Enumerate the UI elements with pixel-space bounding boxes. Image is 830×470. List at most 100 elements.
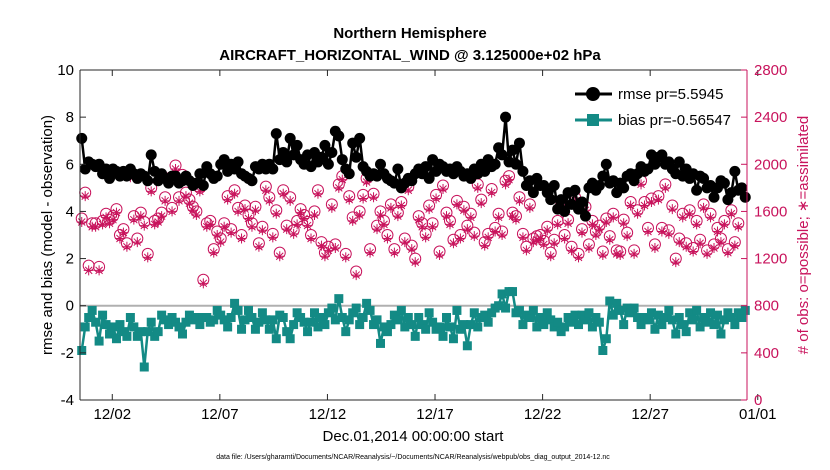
assimilated-obs-point: [347, 215, 358, 226]
assimilated-obs-point: [302, 220, 313, 231]
assimilated-obs-point: [563, 218, 574, 229]
assimilated-obs-point: [180, 191, 191, 202]
assimilated-obs-point: [549, 238, 560, 249]
assimilated-obs-layer: [76, 164, 744, 289]
assimilated-obs-point: [295, 207, 306, 218]
bias-point: [362, 298, 372, 308]
bias-point: [532, 322, 542, 332]
assimilated-obs-point: [170, 164, 181, 174]
assimilated-obs-point: [712, 226, 723, 237]
bias-point: [160, 315, 170, 325]
assimilated-obs-point: [493, 212, 504, 223]
bias-point: [442, 313, 452, 322]
bias-point: [303, 327, 313, 337]
right-y-tick-label: 800: [754, 298, 779, 315]
bias-point: [692, 305, 702, 315]
bias-point: [580, 315, 590, 325]
assimilated-obs-point: [267, 232, 278, 243]
assimilated-obs-point: [378, 219, 389, 230]
bias-point: [657, 320, 667, 330]
assimilated-obs-point: [316, 240, 327, 251]
bias-point: [608, 310, 618, 320]
assimilated-obs-point: [375, 209, 386, 220]
rmse-point: [142, 175, 154, 187]
assimilated-obs-point: [135, 211, 146, 222]
bias-point: [84, 313, 94, 322]
assimilated-obs-point: [486, 187, 497, 198]
assimilated-obs-point: [469, 231, 480, 242]
bias-point: [528, 305, 538, 315]
assimilated-obs-point: [483, 232, 494, 243]
assimilated-obs-point: [191, 209, 202, 220]
assimilated-obs-point: [229, 188, 240, 199]
bias-point: [372, 315, 382, 325]
bias-point: [619, 320, 629, 330]
assimilated-obs-point: [649, 242, 660, 253]
bias-point: [685, 308, 695, 318]
legend-bias-label: bias pr=-0.56547: [618, 112, 731, 129]
bias-point: [514, 305, 524, 315]
axes-layer: [79, 69, 748, 401]
assimilated-obs-point: [451, 199, 462, 210]
bias-point: [712, 310, 722, 320]
assimilated-obs-point: [684, 208, 695, 219]
chart-title: Northern Hemisphere: [333, 25, 486, 42]
bias-point: [393, 315, 403, 325]
bias-point: [80, 322, 90, 332]
bias-point: [365, 305, 375, 315]
bias-point: [699, 313, 709, 322]
assimilated-obs-point: [681, 241, 692, 252]
bias-point: [518, 320, 528, 330]
assimilated-obs-point: [104, 218, 115, 229]
legend: rmse pr=5.5945 bias pr=-0.56547: [563, 78, 741, 138]
bias-point: [216, 310, 226, 320]
x-tick-label: 12/02: [94, 406, 132, 423]
bias-point: [115, 320, 125, 330]
assimilated-obs-point: [330, 242, 341, 253]
bias-point: [508, 287, 518, 297]
bias-point: [473, 322, 483, 332]
bias-point: [212, 305, 222, 315]
rmse-point: [708, 191, 720, 203]
bias-point: [667, 315, 677, 325]
rmse-point: [593, 180, 605, 191]
assimilated-obs-point: [111, 207, 122, 218]
bias-point: [695, 322, 705, 332]
assimilated-obs-point: [698, 202, 709, 213]
assimilated-obs-point: [625, 200, 636, 211]
bias-point: [94, 336, 104, 346]
assimilated-obs-point: [83, 265, 94, 276]
bias-point: [716, 329, 726, 339]
bias-point: [289, 320, 299, 330]
bias-point: [125, 313, 135, 322]
bias-point: [480, 310, 490, 320]
assimilated-obs-point: [611, 248, 622, 259]
bias-point: [556, 327, 566, 337]
assimilated-obs-point: [149, 219, 160, 230]
rmse-point: [194, 168, 206, 180]
bias-point: [452, 305, 462, 315]
assimilated-obs-point: [264, 195, 275, 206]
right-y-tick-label: 2400: [754, 109, 787, 126]
assimilated-obs-point: [552, 219, 563, 230]
rmse-point: [718, 177, 730, 189]
bias-point: [424, 308, 434, 318]
bias-point: [129, 322, 139, 332]
assimilated-obs-point: [524, 202, 535, 213]
assimilated-obs-point: [608, 212, 619, 223]
assimilated-obs-point: [160, 195, 171, 206]
y-tick-label: 10: [57, 62, 74, 79]
x-tick-label: 12/17: [416, 406, 454, 423]
assimilated-obs-point: [458, 205, 469, 216]
bias-point: [428, 317, 438, 327]
assimilated-obs-point: [531, 234, 542, 245]
bias-point: [563, 313, 573, 322]
assimilated-obs-point: [702, 248, 713, 259]
assimilated-obs-point: [695, 238, 706, 249]
bias-point: [560, 322, 570, 332]
bias-point: [191, 313, 201, 322]
bias-point: [91, 317, 101, 327]
bias-point: [546, 315, 556, 325]
bias-point: [226, 313, 236, 322]
assimilated-obs-point: [219, 221, 230, 232]
